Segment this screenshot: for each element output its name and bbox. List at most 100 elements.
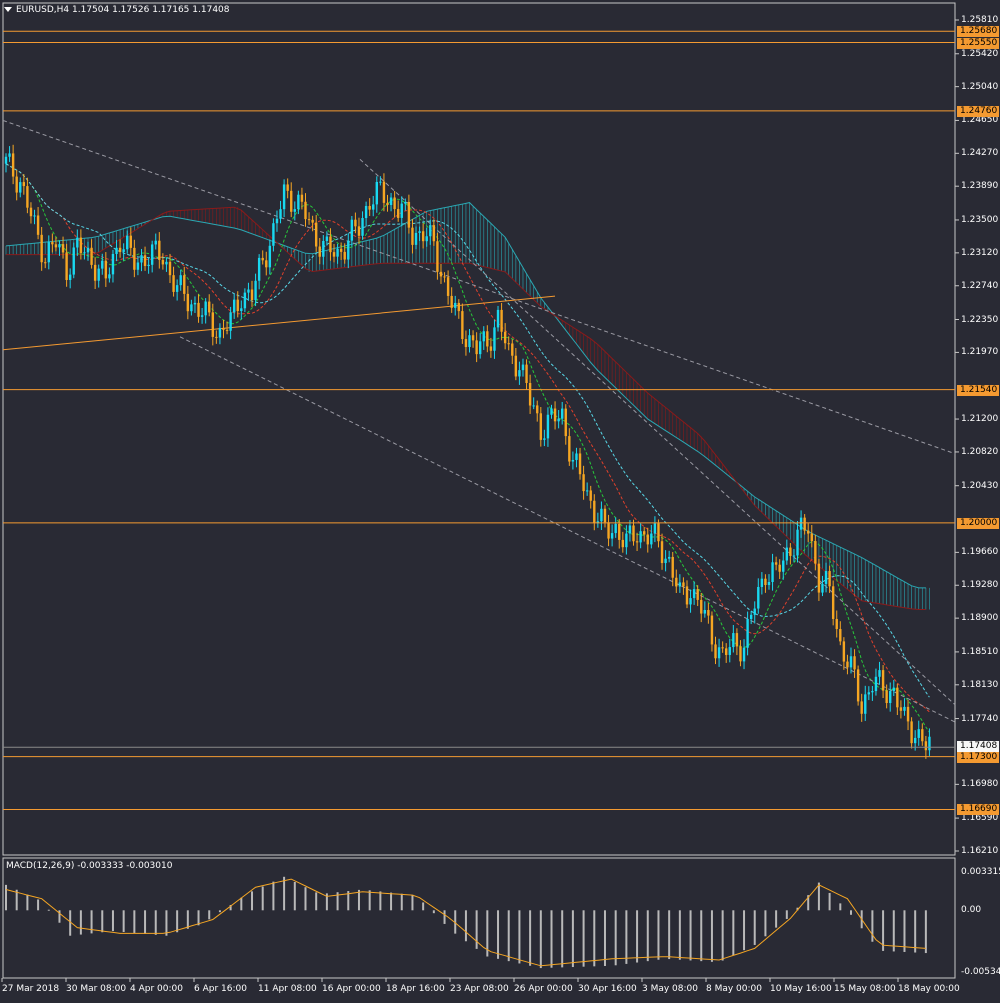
macd-hist-bar [646,910,649,962]
candle-body [183,275,186,294]
candle-body [272,223,275,246]
candle-body [208,301,211,313]
trend-line [2,295,556,351]
y-tick-label: 1.17740 [961,713,999,724]
channel-upper-line [2,119,956,455]
candle-body [243,292,247,309]
macd-hist-bar [422,902,425,911]
macd-hist-bar [111,910,114,932]
macd-hist-bar [785,910,788,919]
macd-tick-label: -0.00534 [961,967,1000,977]
candle-body [675,577,678,587]
candle-body [821,583,824,593]
candle-body [161,259,165,265]
candle-body [906,706,910,722]
candle-body [19,182,22,193]
macd-hist-bar [90,910,93,934]
candle-body [282,184,286,210]
ma-mid-line [5,163,930,713]
candle-body [236,299,239,312]
candle-body [418,231,421,233]
candle-body [817,563,821,593]
candle-body [735,633,739,647]
candle-body [913,737,917,744]
macd-hist-bar [26,894,29,911]
macd-hist-bar [37,899,40,911]
candle-body [518,370,521,377]
candle-body [11,153,15,177]
x-tick-label: 6 Apr 16:00 [194,984,247,994]
y-tick-label: 1.16980 [961,779,999,790]
candle-body [774,562,778,565]
macd-hist-bar [454,910,457,934]
macd-hist-bar [133,910,136,933]
macd-hist-bar [593,910,596,967]
candle-body [728,647,731,655]
candle-body [179,275,182,286]
candle-body [760,578,764,587]
candle-body [443,276,446,278]
candle-body [746,619,749,648]
level-price-label: 1.24760 [957,105,999,117]
macd-hist-bar [561,910,564,968]
candle-body [339,248,343,252]
y-tick-label: 1.23500 [961,214,999,225]
close-value: 1.17408 [192,5,230,15]
candle-body [44,262,47,264]
macd-hist-bar [347,891,350,911]
macd-tick-label: 0.00 [961,905,982,916]
candle-body [482,331,485,342]
candle-body [318,246,321,257]
dropdown-arrow-icon[interactable] [4,7,12,12]
macd-hist-bar [357,889,360,911]
candle-body [300,194,304,202]
candle-body [136,262,140,270]
candle-body [496,309,500,328]
candle-body [336,248,339,257]
candle-body [889,691,892,704]
low-value: 1.17165 [152,5,190,15]
candle-body [921,729,924,742]
candle-body [111,253,115,275]
candle-body [354,219,357,227]
candle-body [414,232,418,245]
candle-body [839,629,842,642]
ma-slow-line [5,163,930,698]
candle-body [928,736,931,751]
macd-hist-bar [325,893,328,911]
candle-body [771,562,774,583]
candle-body [72,247,75,275]
x-tick-label: 11 Apr 08:00 [258,984,317,994]
macd-hist-bar [336,892,339,911]
candle-body [22,182,26,187]
macd-hist-bar [79,910,82,935]
candle-body [767,582,771,586]
candle-body [275,218,279,224]
candle-body [372,204,375,210]
candle-body [375,181,378,205]
candle-body [386,202,389,206]
y-tick-label: 1.20430 [961,480,999,491]
candle-body [225,329,229,331]
y-tick-label: 1.23120 [961,247,999,258]
candle-body [753,608,756,615]
candle-body [849,656,853,668]
candle-body [899,707,903,711]
macd-hist-bar [828,892,831,911]
macd-hist-bar [69,910,72,936]
macd-hist-bar [924,910,927,954]
macd-hist-bar [251,891,254,911]
candle-body [26,186,29,208]
macd-hist-bar [368,890,371,911]
y-tick-label: 1.22740 [961,280,999,291]
candle-body [917,729,920,738]
candle-body [265,260,268,268]
candle-body [664,558,667,564]
candle-body [347,240,350,260]
macd-hist-bar [432,910,435,914]
candle-body [503,331,507,344]
macd-hist-bar [5,884,7,911]
candle-body [692,589,696,599]
